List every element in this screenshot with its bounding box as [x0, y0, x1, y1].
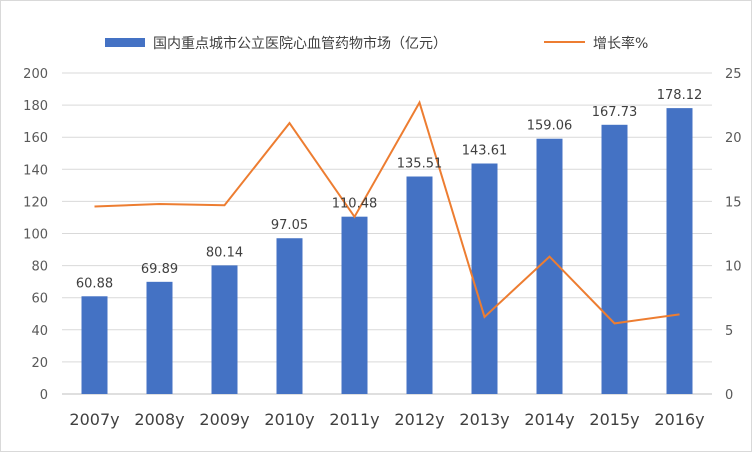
left-tick-label: 180 [23, 99, 48, 114]
left-tick-label: 160 [23, 131, 48, 146]
right-tick-label: 0 [725, 388, 733, 403]
left-tick-label: 20 [31, 356, 48, 371]
bar-data-label: 143.61 [462, 144, 508, 159]
bar [666, 108, 693, 394]
bar-data-label: 178.12 [657, 88, 703, 103]
bar-data-label: 135.51 [397, 157, 443, 172]
right-tick-label: 10 [725, 260, 742, 275]
x-tick-label: 2015y [589, 410, 639, 429]
bar-data-label: 80.14 [206, 245, 243, 260]
legend-bar-swatch [105, 38, 145, 47]
bar-data-label: 167.73 [592, 105, 638, 120]
bar [211, 265, 238, 394]
bar [341, 216, 368, 394]
bar [406, 176, 433, 394]
x-tick-label: 2007y [69, 410, 119, 429]
left-tick-label: 100 [23, 228, 48, 243]
bar-data-labels: 60.88 69.89 80.14 97.05 110.48 135.51 143.61 15… [76, 88, 702, 291]
x-tick-label: 2014y [524, 410, 574, 429]
legend-line-label: 增长率% [593, 35, 648, 52]
bar-series [81, 108, 693, 395]
bar [276, 238, 303, 394]
left-axis-ticks: 0 20 40 60 80 100 120 140 160 180 200 [23, 67, 48, 403]
growth-rate-line [94, 100, 680, 325]
legend: 国内重点城市公立医院心血管药物市场（亿元） 增长率% [105, 35, 648, 52]
left-tick-label: 120 [23, 195, 48, 210]
bar [81, 296, 108, 394]
right-tick-label: 5 [725, 324, 733, 339]
left-tick-label: 0 [40, 388, 48, 403]
left-tick-label: 80 [31, 260, 48, 275]
right-axis-ticks: 0 5 10 15 20 25 [725, 67, 742, 403]
right-tick-label: 25 [725, 67, 742, 82]
x-tick-label: 2008y [134, 410, 184, 429]
line-series [94, 100, 680, 325]
left-tick-label: 140 [23, 163, 48, 178]
bar [471, 163, 498, 394]
bar-data-label: 110.48 [332, 197, 378, 212]
left-tick-label: 60 [31, 292, 48, 307]
bar-data-label: 69.89 [141, 262, 178, 277]
bar [601, 124, 628, 395]
x-axis: 2007y 2008y 2009y 2010y 2011y 2012y 2013y 2014y… [69, 410, 704, 429]
right-tick-label: 15 [725, 195, 742, 210]
x-tick-label: 2009y [199, 410, 249, 429]
bar-data-label: 97.05 [271, 218, 308, 233]
x-tick-label: 2011y [329, 410, 379, 429]
bar-data-label: 60.88 [76, 276, 113, 291]
right-tick-label: 20 [725, 131, 742, 146]
left-tick-label: 40 [31, 324, 48, 339]
left-tick-label: 200 [23, 67, 48, 82]
x-tick-label: 2010y [264, 410, 314, 429]
x-tick-label: 2013y [459, 410, 509, 429]
legend-bar-label: 国内重点城市公立医院心血管药物市场（亿元） [153, 35, 447, 52]
x-tick-label: 2016y [654, 410, 704, 429]
x-tick-label: 2012y [394, 410, 444, 429]
bar [146, 281, 173, 394]
bar-data-label: 159.06 [527, 119, 573, 134]
